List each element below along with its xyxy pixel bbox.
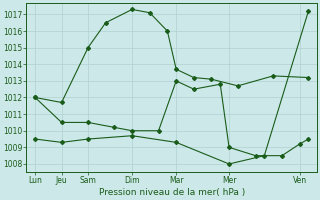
X-axis label: Pression niveau de la mer( hPa ): Pression niveau de la mer( hPa ) bbox=[99, 188, 245, 197]
